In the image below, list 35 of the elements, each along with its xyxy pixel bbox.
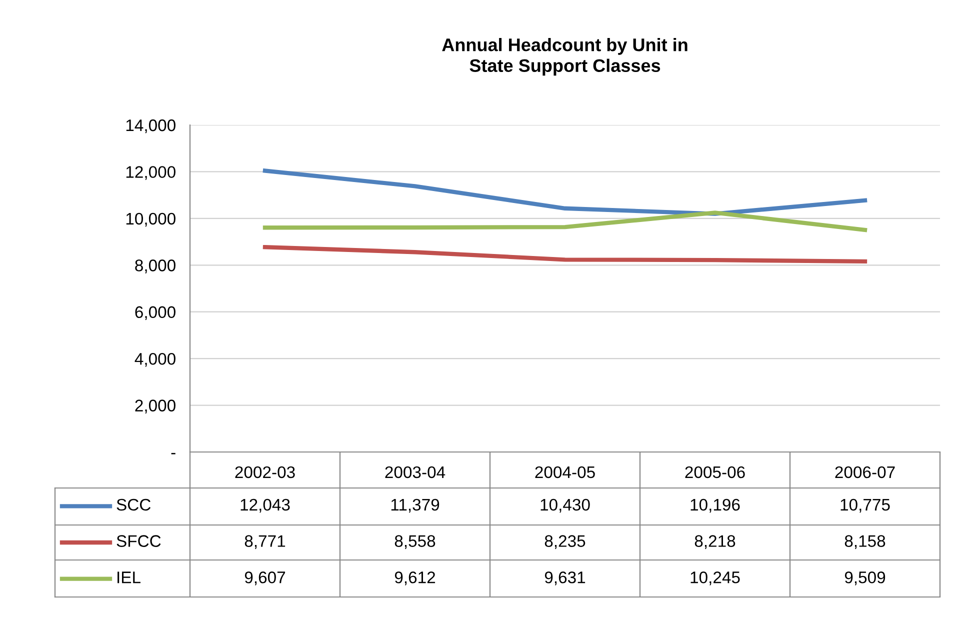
x-tick-label: 2005-06 (685, 466, 745, 478)
legend-label: SCC (116, 498, 151, 511)
y-tick-label: 2,000 (135, 400, 176, 414)
legend-label: SFCC (116, 535, 161, 547)
data-label: 10,196 (690, 498, 740, 513)
data-label: 8,558 (394, 535, 436, 549)
data-label: 8,218 (694, 535, 736, 549)
y-tick-label: 10,000 (126, 212, 176, 227)
data-label: 9,509 (844, 572, 886, 586)
y-tick-label: 4,000 (134, 352, 176, 367)
data-label: 10,430 (540, 498, 590, 513)
x-tick-label: 2002-03 (235, 466, 295, 478)
line-series (262, 210, 868, 232)
line-series (262, 245, 868, 264)
y-tick-label: 6,000 (135, 306, 176, 320)
x-tick-label: 2006-07 (835, 466, 895, 478)
legend-label: IEL (118, 572, 140, 584)
data-label: 8,158 (844, 535, 886, 549)
data-label: 8,235 (544, 535, 586, 549)
data-label: 9,607 (244, 572, 286, 586)
chart-title: Annual Headcount by Unit in State Support Classes (442, 38, 688, 76)
data-label: 10,245 (690, 572, 740, 586)
data-label: 12,043 (240, 498, 290, 513)
x-tick-label: 2004-05 (535, 466, 595, 478)
line-series (262, 168, 868, 216)
y-tick-label: 14,000 (126, 119, 176, 134)
data-label: 8,771 (244, 535, 286, 549)
data-label: 11,379 (391, 498, 440, 513)
y-tick-label: - (171, 452, 176, 454)
data-label: 9,631 (544, 572, 586, 586)
data-label: 10,775 (840, 498, 890, 513)
y-tick-label: 8,000 (135, 260, 176, 274)
data-label: 9,612 (394, 572, 436, 586)
x-tick-label: 2003-04 (385, 466, 446, 478)
y-tick-label: 12,000 (126, 166, 176, 180)
